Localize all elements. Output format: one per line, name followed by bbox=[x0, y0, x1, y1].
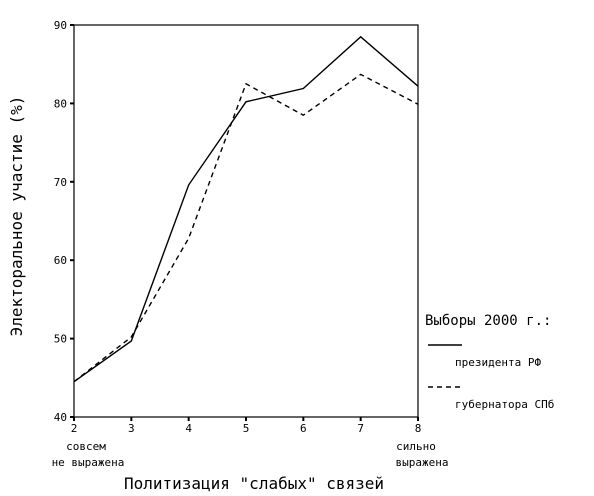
legend: Выборы 2000 г.: президента РФ губернатора … bbox=[425, 313, 554, 411]
annotations: совсем не выражена сильно выражена Политизац… bbox=[7, 96, 448, 493]
series-line-1 bbox=[73, 35, 419, 383]
tick-labels: 40 50 60 70 80 90 2 3 4 5 6 7 8 bbox=[54, 19, 422, 435]
legend-title: Выборы 2000 г.: bbox=[425, 313, 551, 329]
x-tick-label: 8 bbox=[415, 422, 422, 435]
y-tick-label: 60 bbox=[54, 254, 67, 267]
x-end-note-left-line-2: не выражена bbox=[52, 456, 125, 469]
y-tick-label: 50 bbox=[54, 333, 67, 346]
series-line-2 bbox=[73, 73, 419, 383]
legend-label-1: президента РФ bbox=[455, 356, 541, 369]
legend-label-2: губернатора СПб bbox=[455, 398, 554, 411]
x-end-note-right-line-1: сильно bbox=[396, 440, 436, 453]
x-tick-label: 5 bbox=[243, 422, 250, 435]
x-axis-title: Политизация "слабых" связей bbox=[124, 474, 384, 493]
y-axis-title: Электоральное участие (%) bbox=[7, 96, 26, 337]
x-tick-label: 4 bbox=[185, 422, 192, 435]
x-tick-label: 3 bbox=[128, 422, 135, 435]
x-tick-label: 2 bbox=[71, 422, 78, 435]
y-tick-label: 90 bbox=[54, 19, 67, 32]
x-tick-label: 7 bbox=[357, 422, 364, 435]
y-tick-label: 70 bbox=[54, 176, 67, 189]
tick-marks bbox=[70, 24, 419, 421]
x-end-note-right-line-2: выражена bbox=[396, 456, 449, 469]
y-tick-label: 40 bbox=[54, 411, 67, 424]
series-lines bbox=[73, 35, 419, 383]
x-end-note-left-line-1: совсем bbox=[66, 440, 106, 453]
y-tick-label: 80 bbox=[54, 97, 67, 110]
x-tick-label: 6 bbox=[300, 422, 307, 435]
